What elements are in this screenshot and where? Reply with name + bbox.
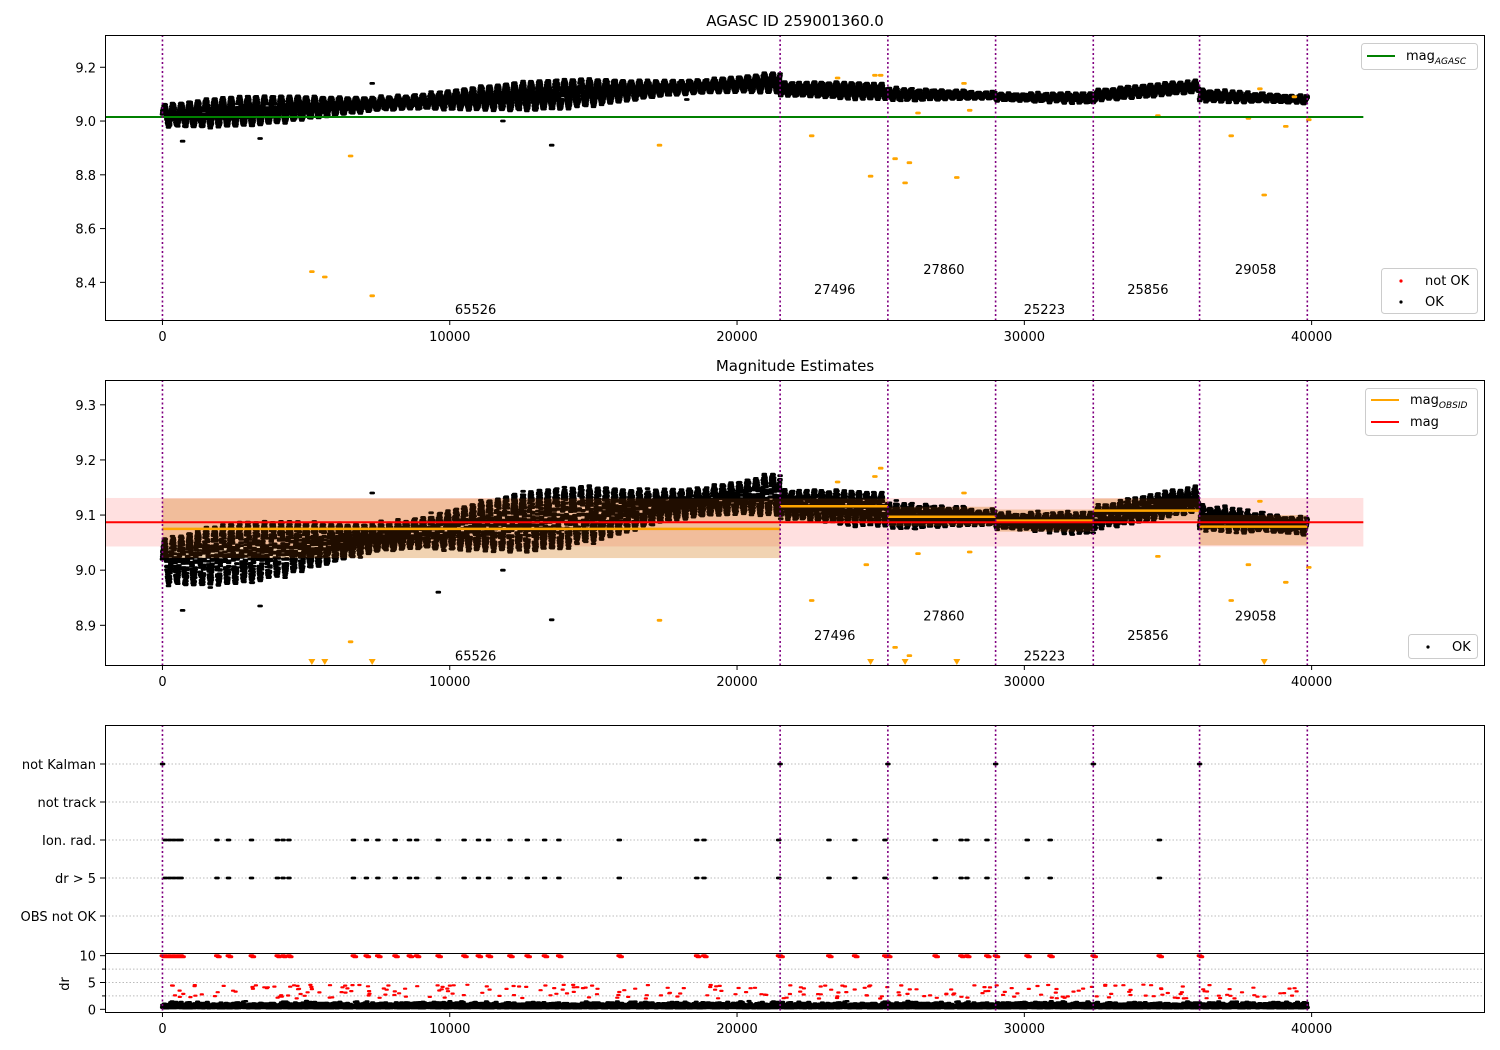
magnitude-ok-outliers (179, 491, 555, 622)
legend-marker-not-ok (1399, 279, 1403, 283)
flag-row-label: OBS not OK (21, 910, 97, 925)
x-tick-label: 20000 (716, 330, 757, 345)
y-tick-label: 8.9 (75, 619, 96, 634)
observation-label: 25856 (1127, 283, 1168, 298)
agasc-orange-outliers (309, 73, 1312, 298)
agasc-ok-outliers (179, 82, 690, 147)
x-tick-label: 40000 (1291, 1022, 1332, 1037)
x-tick-label: 10000 (429, 1022, 470, 1037)
magnitude-legend-upper: magOBSID mag (1365, 388, 1478, 436)
below-range-marker (1260, 659, 1268, 665)
y-tick-label: 9.0 (75, 564, 96, 579)
x-tick-label: 20000 (716, 1022, 757, 1037)
observation-label: 27860 (923, 263, 964, 278)
observation-label: 29058 (1235, 263, 1276, 278)
observation-label: 65526 (455, 303, 496, 318)
y-tick-label: 9.2 (75, 454, 96, 469)
magnitude-axis-ticks: 0 10000 20000 30000 40000 8.9 9.0 9.1 9.2 9.3 (75, 399, 1332, 690)
y-tick-label: 8.4 (75, 276, 96, 291)
agasc-observation-labels: 65526 27496 27860 25223 25856 29058 (455, 263, 1276, 318)
below-range-marker (321, 659, 329, 665)
agasc-legend-label: magAGASC (1406, 49, 1467, 67)
observation-label: 27860 (923, 609, 964, 624)
observation-label: 25223 (1024, 650, 1065, 665)
obsid-band-overlay (1199, 515, 1308, 546)
x-tick-label: 20000 (716, 675, 757, 690)
observation-label: 27496 (814, 283, 855, 298)
y-tick-label: 9.0 (75, 115, 96, 130)
dr-ok-points (159, 999, 1310, 1010)
flags-axes-frame (105, 725, 1485, 1013)
magnitude-legend-lower: OK (1408, 634, 1478, 659)
agasc-axis-ticks: 0 10000 20000 30000 40000 8.4 8.6 8.8 9.0 9.2 (75, 61, 1332, 345)
observation-label: 25856 (1127, 629, 1168, 644)
y-tick-label: 9.3 (75, 399, 96, 414)
legend-marker-ok-2 (1426, 645, 1430, 649)
x-tick-label: 10000 (429, 330, 470, 345)
agasc-axes-frame (105, 35, 1485, 321)
magnitude-axes-frame (105, 380, 1485, 666)
legend-label-mag: mag (1410, 415, 1439, 430)
x-tick-label: 30000 (1004, 675, 1045, 690)
below-range-marker (901, 659, 909, 665)
observation-label: 29058 (1235, 609, 1276, 624)
x-tick-label: 40000 (1291, 675, 1332, 690)
below-range-marker (953, 659, 961, 665)
dr-not-ok-points (169, 983, 1299, 1000)
x-tick-label: 0 (158, 1022, 166, 1037)
dr-axis-label: dr (58, 977, 73, 991)
observation-label: 27496 (814, 629, 855, 644)
y-tick-label: 9.1 (75, 509, 96, 524)
magnitude-orange-outliers (347, 466, 1312, 657)
magnitude-plot-area (105, 380, 1364, 665)
x-tick-label: 30000 (1004, 330, 1045, 345)
legend-label-mag-obsid: magOBSID (1410, 393, 1468, 411)
dr-y-tick-label: 10 (79, 950, 96, 965)
flags-plot-area (105, 725, 1484, 1012)
agasc-panel: AGASC ID 259001360.0 0 10000 20000 30000 400… (75, 12, 1485, 345)
obsid-band-overlay (780, 498, 888, 524)
magnitude-estimates-panel: Magnitude Estimates 0 10000 20000 30000 4000… (75, 357, 1485, 690)
flag-row-label: Ion. rad. (42, 834, 96, 849)
observation-label: 65526 (455, 650, 496, 665)
y-tick-label: 9.2 (75, 61, 96, 76)
flag-row-label: not track (37, 796, 96, 811)
x-tick-label: 30000 (1004, 1022, 1045, 1037)
y-tick-label: 8.8 (75, 169, 96, 184)
magnitude-estimates-title: Magnitude Estimates (716, 357, 874, 375)
observation-label: 25223 (1024, 303, 1065, 318)
x-tick-label: 0 (158, 330, 166, 345)
x-tick-label: 40000 (1291, 330, 1332, 345)
agasc-legend-upper: magAGASC (1361, 43, 1478, 70)
agasc-legend-lower: not OK OK (1381, 268, 1478, 314)
below-range-marker (368, 659, 376, 665)
x-tick-label: 10000 (429, 675, 470, 690)
legend-label-ok-2: OK (1452, 640, 1471, 655)
x-tick-label: 0 (158, 675, 166, 690)
legend-marker-ok (1399, 300, 1403, 304)
y-tick-label: 8.6 (75, 223, 96, 238)
legend-label-ok: OK (1425, 295, 1444, 310)
agasc-ok-points (159, 71, 1310, 130)
flags-panel: not Kalman not track Ion. rad. dr > 5 OBS no… (21, 725, 1485, 1037)
flag-row-label: not Kalman (22, 758, 96, 773)
agasc-title: AGASC ID 259001360.0 (706, 12, 884, 30)
magnitude-observation-labels: 65526 27496 27860 25223 25856 29058 (455, 609, 1276, 664)
agasc-plot-area (105, 35, 1364, 320)
below-range-marker (308, 659, 316, 665)
flags-axis-ticks: not Kalman not track Ion. rad. dr > 5 OBS no… (21, 758, 1333, 1037)
flag-row-label: dr > 5 (55, 872, 96, 887)
below-range-marker (867, 659, 875, 665)
dr-y-tick-label: 5 (88, 977, 96, 992)
legend-label-not-ok: not OK (1425, 274, 1470, 289)
magnitude-ok-points (159, 472, 1310, 589)
dr-y-tick-label: 0 (88, 1003, 96, 1018)
